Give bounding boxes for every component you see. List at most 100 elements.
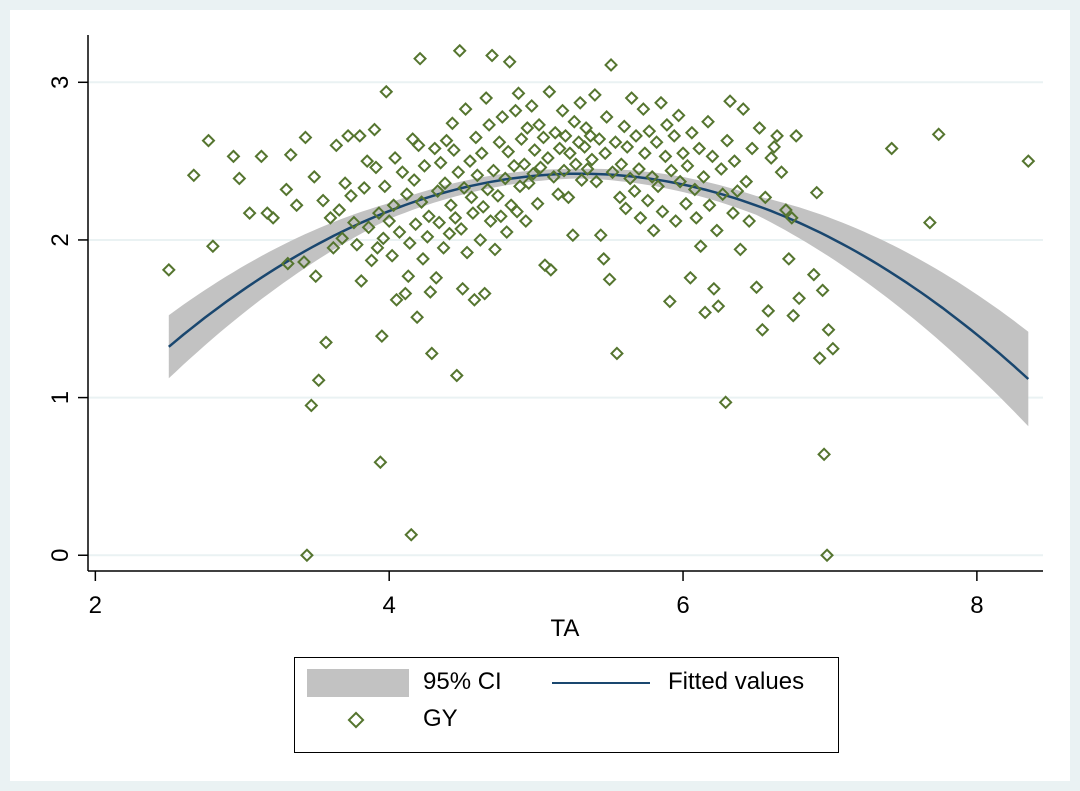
gy-point-50 bbox=[386, 198, 401, 213]
gy-point-104 bbox=[479, 91, 494, 105]
gy-point-254 bbox=[825, 341, 840, 356]
gy-point-65 bbox=[413, 51, 427, 66]
gy-point-75 bbox=[430, 184, 445, 198]
gy-point-183 bbox=[633, 210, 648, 225]
gy-point-158 bbox=[580, 162, 595, 176]
gy-point-118 bbox=[502, 54, 517, 69]
gy-point-217 bbox=[709, 223, 724, 238]
gy-point-25 bbox=[329, 138, 344, 153]
gy-point-27 bbox=[335, 231, 350, 246]
gy-point-129 bbox=[521, 176, 536, 191]
gy-point-230 bbox=[742, 214, 757, 228]
gridlines bbox=[88, 81, 1043, 557]
gy-point-40 bbox=[369, 160, 383, 175]
gy-point-111 bbox=[491, 188, 505, 203]
gy-point-63 bbox=[410, 310, 425, 325]
gy-point-193 bbox=[655, 204, 670, 219]
gy-point-85 bbox=[448, 210, 463, 225]
gy-point-142 bbox=[548, 125, 563, 140]
gy-point-161 bbox=[587, 87, 602, 102]
gy-point-21 bbox=[316, 193, 330, 208]
gy-point-163 bbox=[592, 132, 607, 146]
gy-point-76 bbox=[432, 215, 447, 230]
gy-point-229 bbox=[739, 174, 754, 189]
gy-point-192 bbox=[654, 95, 668, 110]
gy-point-235 bbox=[758, 190, 773, 205]
gy-point-210 bbox=[693, 239, 708, 254]
gy-point-194 bbox=[658, 149, 673, 164]
x-tick-label-8: 8 bbox=[970, 592, 983, 619]
gy-point-31 bbox=[347, 215, 361, 230]
gy-point-239 bbox=[770, 128, 784, 143]
gy-point-106 bbox=[482, 117, 497, 132]
gy-point-257 bbox=[931, 127, 946, 142]
gy-point-52 bbox=[389, 292, 404, 307]
gy-point-112 bbox=[492, 135, 507, 150]
gy-point-99 bbox=[470, 168, 485, 183]
gy-point-78 bbox=[436, 240, 451, 255]
legend-gy-swatch bbox=[347, 711, 365, 729]
gy-point-122 bbox=[510, 204, 524, 219]
gy-point-189 bbox=[646, 223, 661, 238]
gy-point-223 bbox=[723, 94, 737, 109]
gy-point-155 bbox=[574, 173, 589, 187]
y-ticks: 0 1 2 3 bbox=[47, 76, 88, 562]
gy-point-80 bbox=[439, 133, 454, 148]
gy-point-139 bbox=[542, 84, 557, 99]
gy-point-14 bbox=[297, 255, 311, 269]
gy-point-215 bbox=[705, 149, 720, 164]
gy-point-198 bbox=[667, 128, 682, 143]
legend-gy-label: GY bbox=[423, 705, 458, 732]
gy-point-35 bbox=[357, 181, 372, 195]
legend-fitted-label: Fitted values bbox=[668, 668, 805, 695]
gy-point-125 bbox=[514, 132, 529, 146]
gy-point-92 bbox=[458, 102, 473, 117]
gy-point-100 bbox=[473, 233, 488, 247]
gy-point-34 bbox=[354, 274, 369, 288]
gy-point-89 bbox=[454, 221, 469, 236]
gy-point-231 bbox=[745, 141, 760, 156]
gy-point-206 bbox=[684, 125, 699, 140]
gy-point-98 bbox=[468, 130, 483, 145]
gy-point-44 bbox=[374, 329, 389, 344]
gy-point-226 bbox=[730, 184, 745, 198]
gy-point-175 bbox=[617, 119, 632, 134]
gy-point-218 bbox=[711, 299, 726, 314]
gy-point-236 bbox=[761, 303, 776, 318]
gy-point-141 bbox=[546, 169, 561, 184]
gy-point-220 bbox=[715, 187, 730, 202]
gy-point-170 bbox=[605, 165, 620, 180]
gy-point-73 bbox=[427, 141, 442, 156]
gy-point-128 bbox=[520, 121, 535, 135]
gy-point-200 bbox=[671, 108, 686, 123]
gy-point-233 bbox=[752, 121, 767, 135]
gy-point-176 bbox=[618, 201, 633, 216]
gy-point-108 bbox=[485, 48, 499, 63]
gy-point-214 bbox=[702, 198, 717, 213]
gy-point-87 bbox=[451, 165, 466, 180]
gy-point-196 bbox=[662, 294, 677, 309]
gy-point-258 bbox=[1021, 154, 1036, 169]
gy-point-174 bbox=[614, 157, 629, 172]
gy-point-181 bbox=[629, 128, 643, 143]
legend-ci-label: 95% CI bbox=[423, 668, 502, 695]
legend: 95% CI Fitted values GY bbox=[294, 657, 839, 753]
gy-point-32 bbox=[349, 237, 364, 252]
gy-point-2 bbox=[201, 133, 216, 148]
gy-point-41 bbox=[370, 240, 385, 255]
gy-point-187 bbox=[642, 124, 657, 139]
gy-point-55 bbox=[398, 286, 413, 301]
gy-point-167 bbox=[599, 110, 614, 124]
gy-point-30 bbox=[344, 188, 358, 203]
gy-point-16 bbox=[300, 548, 314, 563]
ci-band bbox=[168, 168, 1029, 427]
gy-point-164 bbox=[593, 228, 608, 243]
gy-point-185 bbox=[637, 146, 652, 161]
gy-point-29 bbox=[341, 128, 355, 143]
gy-point-1 bbox=[186, 168, 201, 183]
gy-point-240 bbox=[774, 165, 789, 180]
gy-point-4 bbox=[226, 149, 241, 164]
gy-point-107 bbox=[483, 214, 498, 228]
gy-point-96 bbox=[466, 206, 480, 221]
gy-point-216 bbox=[706, 281, 721, 296]
